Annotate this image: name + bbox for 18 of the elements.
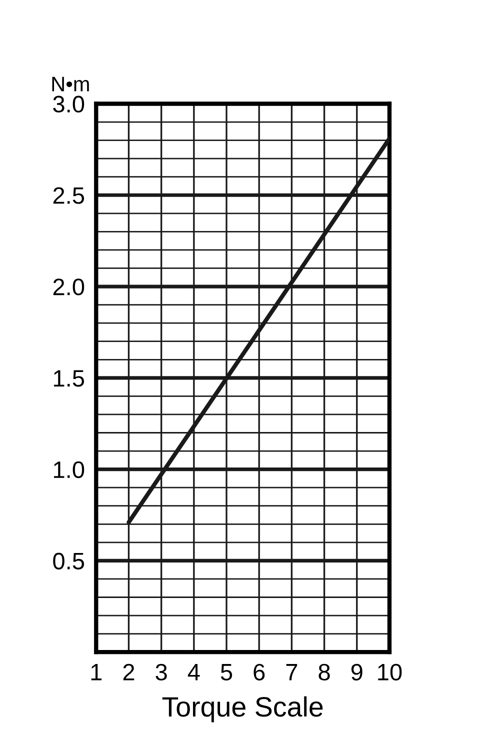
x-tick-label: 2 [123,664,134,680]
x-tick-label: 10 [378,664,402,681]
x-tick-label: 7 [286,664,298,680]
x-axis-title: Torque Scale [162,696,323,722]
y-tick-label: 1.5 [54,370,84,387]
x-tick-label: 6 [254,664,265,681]
y-axis-title: N•m [52,76,89,92]
y-tick-label: 2.0 [53,278,84,296]
y-tick-label: 2.5 [53,187,84,204]
y-tick-label: 1.0 [54,461,84,478]
x-tick-label: 9 [351,664,362,681]
y-tick-label: 0.5 [53,552,84,570]
x-tick-label: 3 [156,664,167,681]
y-tick-label: 3.0 [53,96,84,113]
x-tick-label: 5 [220,664,232,681]
x-tick-label: 1 [91,664,102,680]
x-tick-label: 4 [188,664,200,680]
x-tick-label: 8 [318,664,330,681]
